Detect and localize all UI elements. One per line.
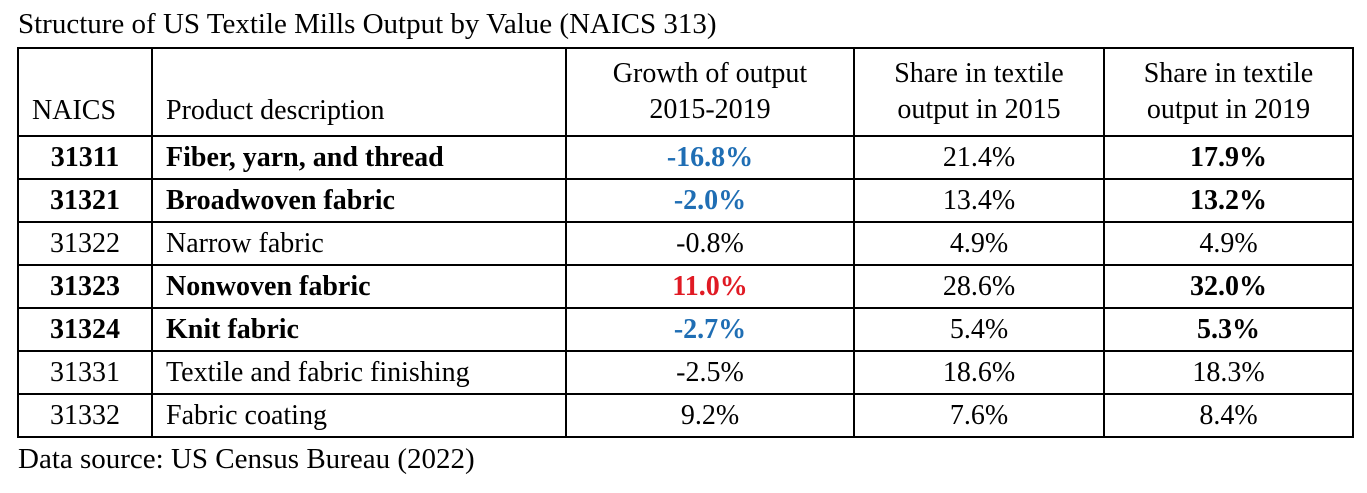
share-2019-cell: 13.2% xyxy=(1103,178,1354,224)
growth-cell: -16.8% xyxy=(565,135,855,181)
naics-cell: 31323 xyxy=(17,264,153,310)
description-cell: Nonwoven fabric xyxy=(151,264,567,310)
growth-cell: -2.7% xyxy=(565,307,855,353)
description-cell: Broadwoven fabric xyxy=(151,178,567,224)
page-title: Structure of US Textile Mills Output by … xyxy=(18,8,717,40)
description-cell: Narrow fabric xyxy=(151,221,567,267)
share-2015-cell: 28.6% xyxy=(853,264,1105,310)
growth-cell: -2.0% xyxy=(565,178,855,224)
table-row: 31322 Narrow fabric -0.8% 4.9% 4.9% xyxy=(17,221,1354,267)
naics-cell: 31311 xyxy=(17,135,153,181)
column-header-growth: Growth of output 2015-2019 xyxy=(565,47,855,138)
data-source-note: Data source: US Census Bureau (2022) xyxy=(18,443,475,476)
naics-cell: 31322 xyxy=(17,221,153,267)
naics-cell: 31331 xyxy=(17,350,153,396)
growth-cell: -0.8% xyxy=(565,221,855,267)
naics-cell: 31321 xyxy=(17,178,153,224)
share-2019-cell: 4.9% xyxy=(1103,221,1354,267)
share-2015-cell: 5.4% xyxy=(853,307,1105,353)
naics-cell: 31332 xyxy=(17,393,153,439)
share-2015-cell: 4.9% xyxy=(853,221,1105,267)
share-2019-cell: 32.0% xyxy=(1103,264,1354,310)
data-table: NAICS Product description Growth of outp… xyxy=(17,47,1354,439)
growth-cell: 11.0% xyxy=(565,264,855,310)
share-2019-cell: 8.4% xyxy=(1103,393,1354,439)
table-row: 31311 Fiber, yarn, and thread -16.8% 21.… xyxy=(17,135,1354,181)
table-row: 31331 Textile and fabric finishing -2.5%… xyxy=(17,350,1354,396)
share-2015-cell: 21.4% xyxy=(853,135,1105,181)
column-header-share-2019: Share in textile output in 2019 xyxy=(1103,47,1354,138)
column-header-share-2015: Share in textile output in 2015 xyxy=(853,47,1105,138)
growth-cell: -2.5% xyxy=(565,350,855,396)
naics-cell: 31324 xyxy=(17,307,153,353)
growth-cell: 9.2% xyxy=(565,393,855,439)
header-row: NAICS Product description Growth of outp… xyxy=(17,47,1354,138)
table-row: 31324 Knit fabric -2.7% 5.4% 5.3% xyxy=(17,307,1354,353)
description-cell: Knit fabric xyxy=(151,307,567,353)
column-header-naics: NAICS xyxy=(17,47,153,138)
share-2019-cell: 17.9% xyxy=(1103,135,1354,181)
share-2019-cell: 5.3% xyxy=(1103,307,1354,353)
description-cell: Fiber, yarn, and thread xyxy=(151,135,567,181)
description-cell: Fabric coating xyxy=(151,393,567,439)
description-cell: Textile and fabric finishing xyxy=(151,350,567,396)
table-row: 31323 Nonwoven fabric 11.0% 28.6% 32.0% xyxy=(17,264,1354,310)
share-2015-cell: 7.6% xyxy=(853,393,1105,439)
column-header-description: Product description xyxy=(151,47,567,138)
share-2019-cell: 18.3% xyxy=(1103,350,1354,396)
table-row: 31321 Broadwoven fabric -2.0% 13.4% 13.2… xyxy=(17,178,1354,224)
share-2015-cell: 13.4% xyxy=(853,178,1105,224)
share-2015-cell: 18.6% xyxy=(853,350,1105,396)
table-row: 31332 Fabric coating 9.2% 7.6% 8.4% xyxy=(17,393,1354,439)
